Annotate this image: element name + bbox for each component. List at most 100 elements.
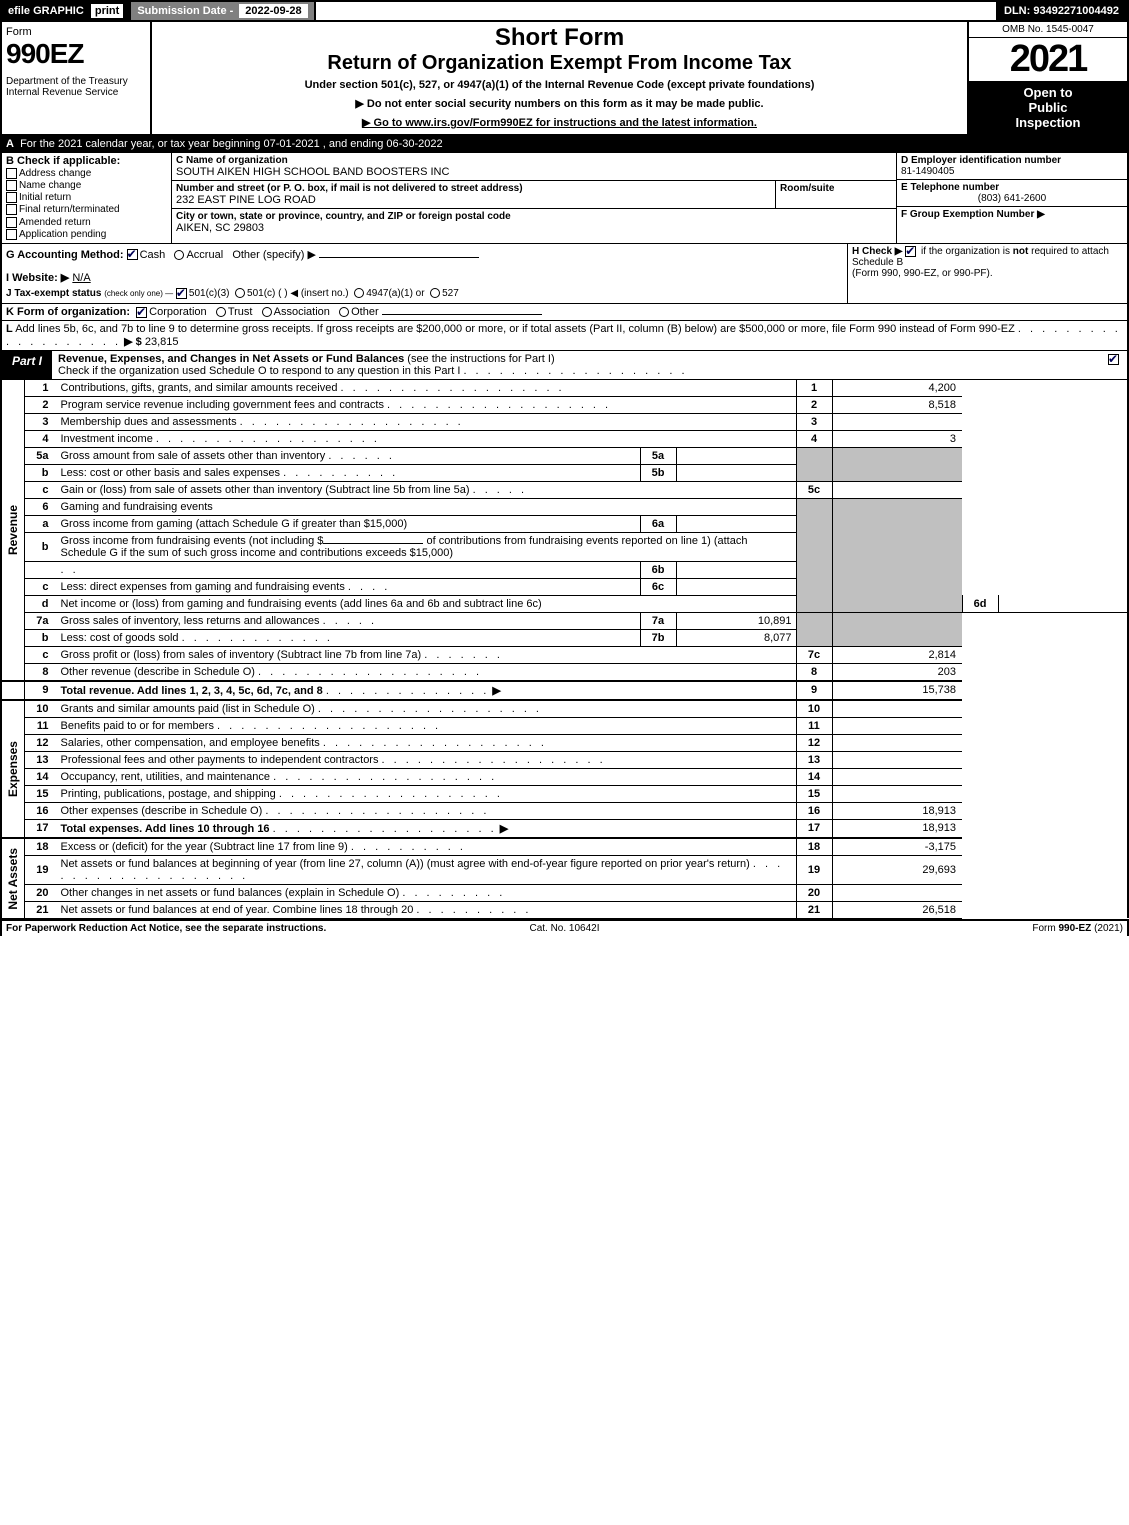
c-name-value: SOUTH AIKEN HIGH SCHOOL BAND BOOSTERS IN… — [176, 166, 892, 178]
chk-4947[interactable] — [354, 288, 364, 298]
line-7a: 7a Gross sales of inventory, less return… — [1, 612, 1128, 629]
section-b-label: B — [6, 155, 14, 167]
chk-name-change[interactable]: Name change — [6, 180, 167, 191]
line-14: 14 Occupancy, rent, utilities, and maint… — [1, 768, 1128, 785]
chk-accrual[interactable] — [174, 250, 184, 260]
chk-final-return[interactable]: Final return/terminated — [6, 204, 167, 215]
row-h: H Check ▶ if the organization is not req… — [847, 244, 1127, 303]
i-value: N/A — [72, 272, 90, 284]
chk-association[interactable] — [262, 307, 272, 317]
chk-527[interactable] — [430, 288, 440, 298]
c-street-value: 232 EAST PINE LOG ROAD — [176, 194, 771, 206]
line-20: 20 Other changes in net assets or fund b… — [1, 884, 1128, 901]
submission-date: 2022-09-28 — [239, 4, 307, 18]
top-bar: efile GRAPHIC print Submission Date - 20… — [0, 0, 1129, 22]
dln-value: 93492271004492 — [1033, 5, 1119, 17]
row-a-tax-year: A For the 2021 calendar year, or tax yea… — [0, 136, 1129, 153]
sidebar-revenue: Revenue — [6, 505, 20, 555]
omb-number: OMB No. 1545-0047 — [969, 22, 1127, 38]
efile-print[interactable]: print — [91, 4, 123, 18]
footer-left: For Paperwork Reduction Act Notice, see … — [6, 923, 378, 934]
d-label: D Employer identification number — [901, 155, 1123, 166]
row-a-label: A — [6, 138, 14, 150]
row-l: L Add lines 5b, 6c, and 7b to line 9 to … — [0, 321, 1129, 351]
form-number: 990EZ — [6, 38, 146, 70]
line-1: Revenue 1 Contributions, gifts, grants, … — [1, 380, 1128, 397]
line-6: 6 Gaming and fundraising events — [1, 498, 1128, 515]
line-19: 19 Net assets or fund balances at beginn… — [1, 855, 1128, 884]
sidebar-net-assets: Net Assets — [6, 848, 20, 910]
chk-h[interactable] — [905, 246, 916, 257]
form-title-2: Return of Organization Exempt From Incom… — [156, 52, 963, 75]
chk-trust[interactable] — [216, 307, 226, 317]
dln-label: DLN: — [1004, 5, 1030, 17]
row-a-text: For the 2021 calendar year, or tax year … — [20, 138, 443, 150]
topbar-spacer — [316, 2, 998, 20]
val-6d — [998, 595, 1128, 612]
f-label: F Group Exemption Number ▶ — [901, 209, 1045, 220]
footer-right: Form 990-EZ (2021) — [751, 923, 1123, 934]
line-2: 2 Program service revenue including gove… — [1, 396, 1128, 413]
row-i: I Website: ▶ N/A — [6, 271, 843, 284]
chk-501c3[interactable] — [176, 288, 187, 299]
efile-tag: efile GRAPHIC print — [2, 2, 131, 20]
chk-cash[interactable] — [127, 249, 138, 260]
form-subtitle-1: Under section 501(c), 527, or 4947(a)(1)… — [156, 79, 963, 91]
section-c: C Name of organization SOUTH AIKEN HIGH … — [172, 153, 897, 243]
open-to-public-inspection: Open to Public Inspection — [969, 81, 1127, 134]
block-bcdef: B Check if applicable: Address change Na… — [0, 153, 1129, 244]
c-street-label: Number and street (or P. O. box, if mail… — [176, 183, 771, 194]
chk-address-change[interactable]: Address change — [6, 168, 167, 179]
row-g: G Accounting Method: Cash Accrual Other … — [6, 248, 843, 261]
chk-schedule-o[interactable] — [1108, 354, 1119, 365]
page-footer: For Paperwork Reduction Act Notice, see … — [0, 919, 1129, 936]
form-header-right: OMB No. 1545-0047 2021 Open to Public In… — [967, 22, 1127, 134]
form-header: Form 990EZ Department of the Treasury In… — [0, 22, 1129, 136]
contrib-input[interactable] — [323, 543, 423, 544]
val-4: 3 — [832, 430, 962, 447]
line-21: 21 Net assets or fund balances at end of… — [1, 901, 1128, 918]
efile-prefix: efile — [8, 5, 30, 17]
k-label: K Form of organization: — [6, 306, 130, 318]
val-13 — [832, 751, 962, 768]
g-label: G Accounting Method: — [6, 249, 124, 261]
efile-graphic: GRAPHIC — [33, 5, 84, 17]
chk-501c[interactable] — [235, 288, 245, 298]
tax-year: 2021 — [969, 38, 1127, 81]
d-value: 81-1490405 — [901, 166, 1123, 177]
line-5a: 5a Gross amount from sale of assets othe… — [1, 447, 1128, 464]
line-17: 17 Total expenses. Add lines 10 through … — [1, 819, 1128, 838]
c-city-value: AIKEN, SC 29803 — [176, 222, 892, 234]
part-1-tag: Part I — [2, 351, 52, 379]
val-15 — [832, 785, 962, 802]
form-subtitle-2a: ▶ Do not enter social security numbers o… — [156, 97, 963, 110]
val-5b — [676, 464, 796, 481]
part-1-desc: Revenue, Expenses, and Changes in Net As… — [52, 351, 1102, 379]
submission-label: Submission Date - — [137, 5, 233, 17]
line-13: 13 Professional fees and other payments … — [1, 751, 1128, 768]
part-1-header: Part I Revenue, Expenses, and Changes in… — [0, 351, 1129, 380]
c-name-label: C Name of organization — [176, 155, 892, 166]
chk-application-pending[interactable]: Application pending — [6, 229, 167, 240]
c-city-label: City or town, state or province, country… — [176, 211, 892, 222]
val-21: 26,518 — [832, 901, 962, 918]
val-6b — [676, 561, 796, 578]
val-1: 4,200 — [832, 380, 962, 397]
line-4: 4 Investment income . . . . . . . . . . … — [1, 430, 1128, 447]
chk-corporation[interactable] — [136, 307, 147, 318]
val-18: -3,175 — [832, 838, 962, 856]
e-label: E Telephone number — [901, 182, 1123, 193]
val-20 — [832, 884, 962, 901]
footer-center: Cat. No. 10642I — [378, 923, 750, 934]
line-15: 15 Printing, publications, postage, and … — [1, 785, 1128, 802]
chk-other-org[interactable] — [339, 307, 349, 317]
val-19: 29,693 — [832, 855, 962, 884]
val-10 — [832, 700, 962, 718]
chk-amended-return[interactable]: Amended return — [6, 217, 167, 228]
other-specify-input[interactable] — [319, 257, 479, 258]
form-subtitle-2b-text[interactable]: ▶ Go to www.irs.gov/Form990EZ for instru… — [362, 117, 757, 129]
other-org-input[interactable] — [382, 314, 542, 315]
val-7a: 10,891 — [676, 612, 796, 629]
form-header-left: Form 990EZ Department of the Treasury In… — [2, 22, 152, 134]
chk-initial-return[interactable]: Initial return — [6, 192, 167, 203]
